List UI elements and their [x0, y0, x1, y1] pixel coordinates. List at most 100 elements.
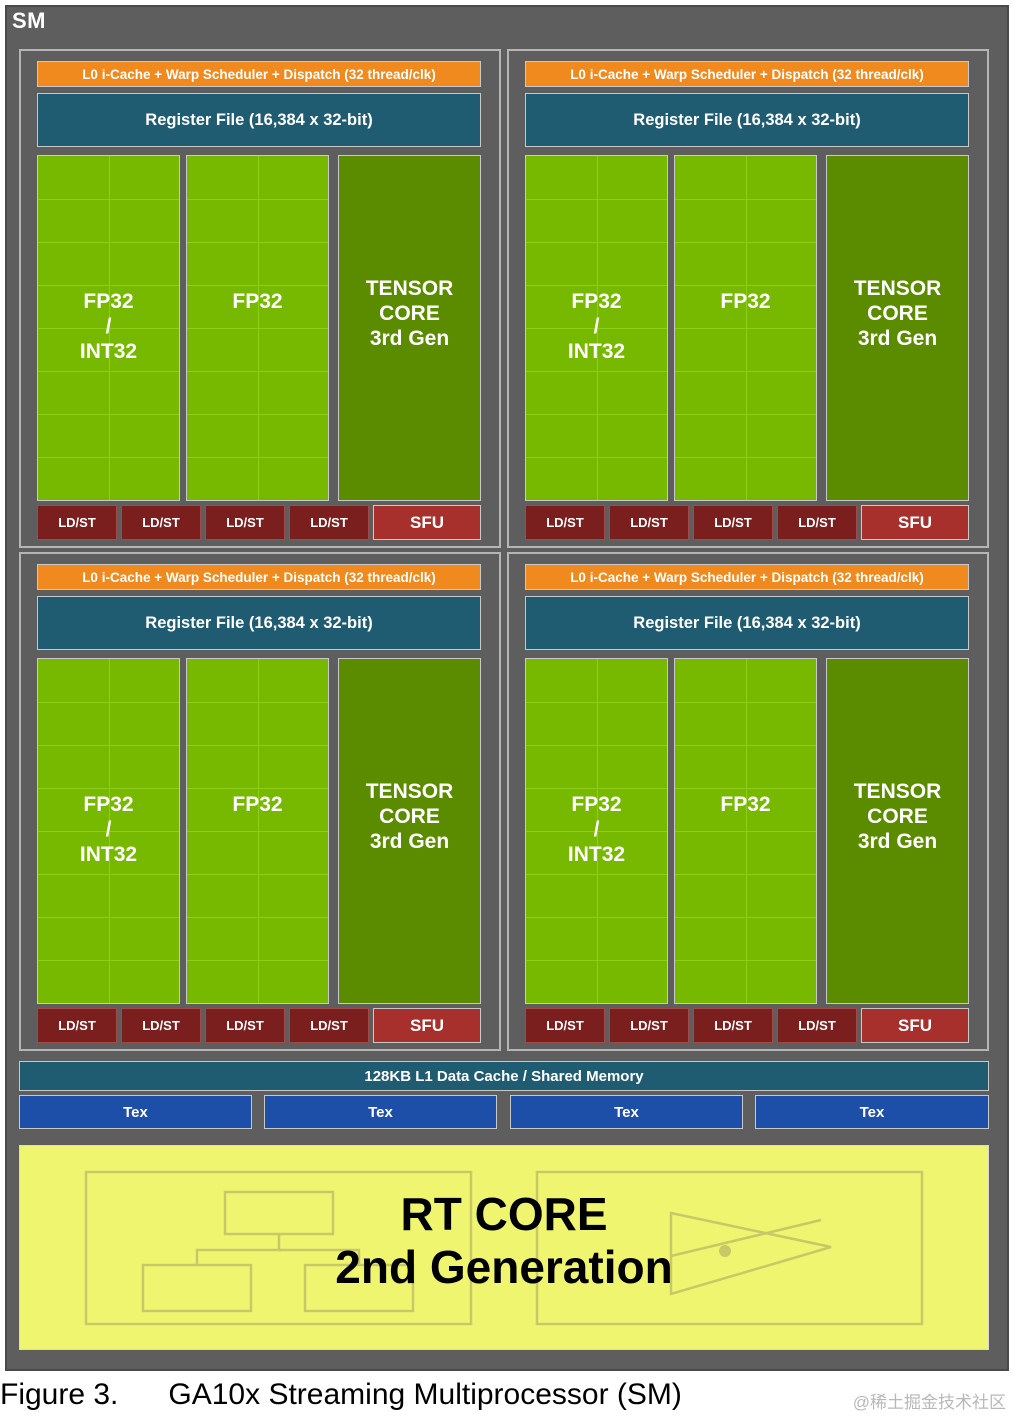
fp32-cores-label-line: FP32 — [232, 793, 283, 816]
ldst-unit: LD/ST — [777, 1008, 857, 1043]
grid-line — [38, 199, 179, 200]
sfu-unit: SFU — [373, 1008, 481, 1043]
fp32-int32-cores-label-line: / — [105, 315, 112, 338]
grid-line — [187, 328, 328, 329]
grid-line — [109, 156, 110, 500]
grid-line — [38, 242, 179, 243]
grid-line — [187, 414, 328, 415]
grid-line — [526, 328, 667, 329]
figure-number: Figure 3. — [0, 1378, 119, 1411]
rt-core-generation: 2nd Generation — [335, 1241, 673, 1293]
grid-line — [526, 874, 667, 875]
fp32-cores: FP32 — [674, 155, 817, 501]
warp-scheduler-cache: L0 i-Cache + Warp Scheduler + Dispatch (… — [525, 61, 969, 87]
tensor-core-label-line: 3rd Gen — [369, 830, 450, 853]
grid-line — [526, 457, 667, 458]
grid-line — [258, 659, 259, 1003]
tensor-core: TENSOR CORE 3rd Gen — [338, 658, 481, 1004]
tensor-core-label-line: 3rd Gen — [857, 327, 938, 350]
grid-line — [675, 242, 816, 243]
grid-line — [187, 199, 328, 200]
grid-line — [675, 328, 816, 329]
grid-line — [187, 745, 328, 746]
grid-line — [187, 242, 328, 243]
tensor-core: TENSOR CORE 3rd Gen — [338, 155, 481, 501]
tensor-core-label-line: CORE — [867, 805, 928, 828]
fp32-int32-cores-label-line: FP32 — [571, 290, 622, 313]
ldst-unit: LD/ST — [121, 505, 201, 540]
grid-line — [526, 242, 667, 243]
ldst-unit: LD/ST — [37, 505, 117, 540]
fp32-int32-cores: FP32/INT32 — [37, 155, 180, 501]
grid-line — [109, 659, 110, 1003]
grid-line — [38, 788, 179, 789]
grid-line — [38, 874, 179, 875]
sm-partition — [19, 49, 501, 548]
grid-line — [187, 457, 328, 458]
grid-line — [258, 156, 259, 500]
fp32-int32-cores-label: FP32/INT32 — [526, 289, 667, 364]
ldst-unit: LD/ST — [37, 1008, 117, 1043]
grid-line — [746, 156, 747, 500]
ldst-unit: LD/ST — [205, 1008, 285, 1043]
grid-line — [675, 874, 816, 875]
watermark: @稀土掘金技术社区 — [852, 1393, 1006, 1412]
grid-line — [38, 745, 179, 746]
tensor-core-label-line: 3rd Gen — [369, 327, 450, 350]
tensor-core-label-line: TENSOR — [365, 780, 454, 803]
ldst-unit: LD/ST — [609, 1008, 689, 1043]
grid-line — [526, 788, 667, 789]
ldst-unit: LD/ST — [525, 505, 605, 540]
ldst-unit: LD/ST — [289, 1008, 369, 1043]
fp32-cores: FP32 — [186, 155, 329, 501]
ldst-unit: LD/ST — [609, 505, 689, 540]
fp32-int32-cores-label-line: INT32 — [567, 340, 626, 363]
grid-line — [526, 960, 667, 961]
fp32-int32-cores-label-line: / — [593, 818, 600, 841]
l1-data-cache: 128KB L1 Data Cache / Shared Memory — [19, 1061, 989, 1091]
tensor-core-label-line: CORE — [379, 302, 440, 325]
figure-caption: Figure 3. GA10x Streaming Multiprocessor… — [0, 1378, 682, 1412]
grid-line — [675, 414, 816, 415]
sfu-unit: SFU — [373, 505, 481, 540]
sm-partition — [19, 552, 501, 1051]
grid-line — [746, 659, 747, 1003]
warp-scheduler-cache: L0 i-Cache + Warp Scheduler + Dispatch (… — [525, 564, 969, 590]
tensor-core-label-line: TENSOR — [365, 277, 454, 300]
grid-line — [38, 328, 179, 329]
grid-line — [38, 414, 179, 415]
grid-line — [526, 199, 667, 200]
register-file: Register File (16,384 x 32-bit) — [525, 93, 969, 147]
grid-line — [675, 285, 816, 286]
ldst-unit: LD/ST — [525, 1008, 605, 1043]
register-file: Register File (16,384 x 32-bit) — [37, 93, 481, 147]
fp32-cores-label: FP32 — [187, 792, 328, 817]
grid-line — [526, 745, 667, 746]
fp32-cores-label: FP32 — [675, 792, 816, 817]
fp32-int32-cores-label-line: FP32 — [571, 793, 622, 816]
tex-unit: Tex — [755, 1095, 989, 1129]
grid-line — [38, 371, 179, 372]
fp32-cores-label-line: FP32 — [720, 290, 771, 313]
fp32-int32-cores: FP32/INT32 — [525, 155, 668, 501]
fp32-cores-label: FP32 — [187, 289, 328, 314]
tensor-core-label-line: TENSOR — [853, 277, 942, 300]
ldst-unit: LD/ST — [121, 1008, 201, 1043]
grid-line — [187, 371, 328, 372]
grid-line — [675, 831, 816, 832]
fp32-int32-cores: FP32/INT32 — [525, 658, 668, 1004]
grid-line — [526, 371, 667, 372]
fp32-int32-cores-label-line: FP32 — [83, 290, 134, 313]
fp32-int32-cores-label-line: FP32 — [83, 793, 134, 816]
grid-line — [38, 960, 179, 961]
register-file: Register File (16,384 x 32-bit) — [525, 596, 969, 650]
grid-line — [187, 702, 328, 703]
grid-line — [597, 659, 598, 1003]
warp-scheduler-cache: L0 i-Cache + Warp Scheduler + Dispatch (… — [37, 564, 481, 590]
fp32-cores-label-line: FP32 — [232, 290, 283, 313]
sfu-unit: SFU — [861, 1008, 969, 1043]
sm-partition — [507, 552, 989, 1051]
fp32-cores: FP32 — [186, 658, 329, 1004]
grid-line — [675, 702, 816, 703]
grid-line — [526, 414, 667, 415]
